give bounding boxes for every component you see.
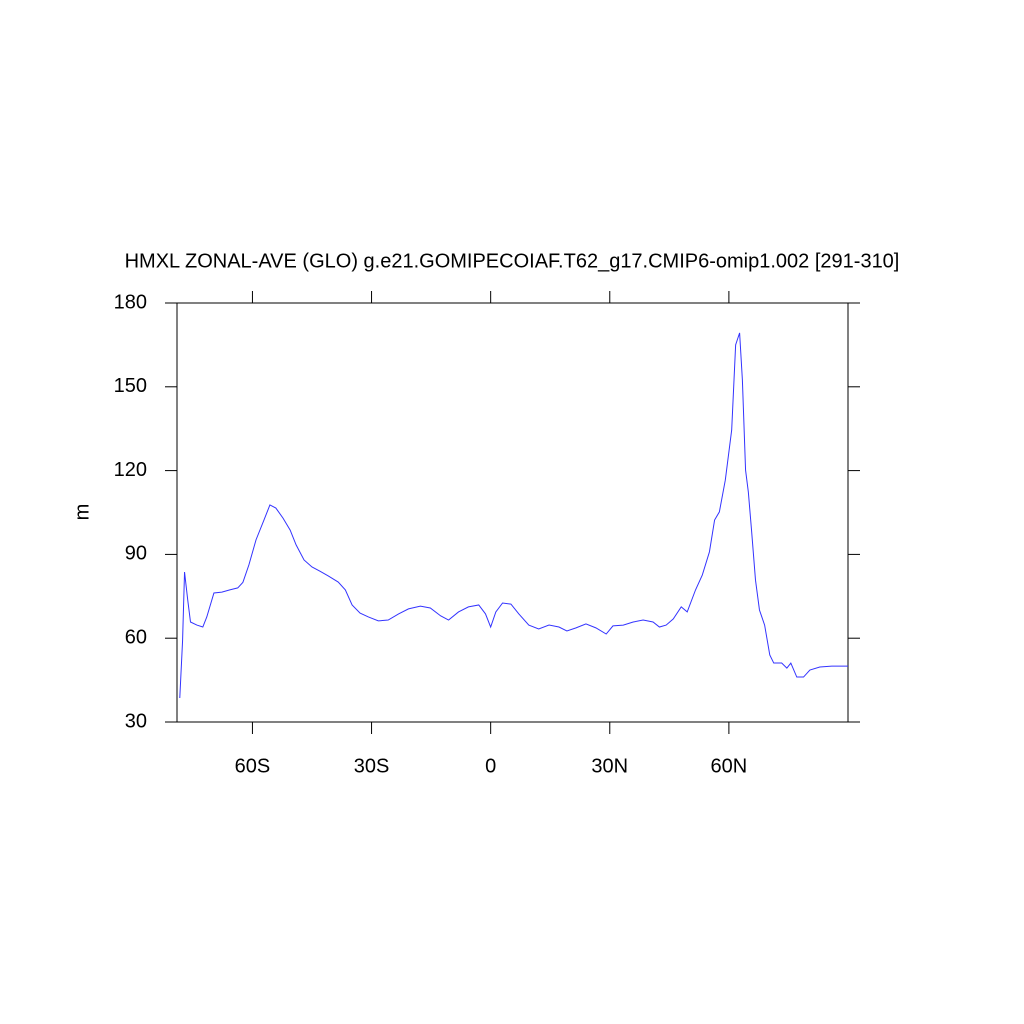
y-tick-label: 120 [114, 459, 147, 481]
x-tick-label: 30S [354, 755, 390, 777]
y-tick-label: 60 [125, 626, 147, 648]
y-tick-label: 180 [114, 291, 147, 313]
data-line [179, 332, 848, 699]
x-tick-label: 0 [485, 755, 496, 777]
y-tick-label: 150 [114, 375, 147, 397]
y-tick-label: 90 [125, 543, 147, 565]
x-tick-label: 60S [235, 755, 271, 777]
chart-title: HMXL ZONAL-AVE (GLO) g.e21.GOMIPECOIAF.T… [125, 250, 900, 272]
x-tick-label: 30N [591, 755, 628, 777]
y-axis-label: m [71, 504, 93, 521]
x-tick-label: 60N [711, 755, 748, 777]
plot-frame [176, 302, 849, 723]
y-tick-label: 30 [125, 710, 147, 732]
